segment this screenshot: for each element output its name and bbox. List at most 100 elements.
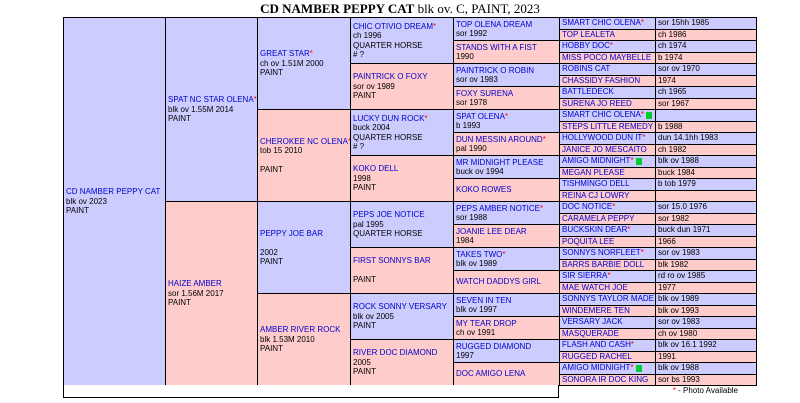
horse-details: PAINT xyxy=(353,91,376,101)
horse-name-link[interactable]: BATTLEDECK xyxy=(562,87,614,97)
horse-name-link[interactable]: ROCK SONNY VERSARY xyxy=(353,302,447,312)
horse-name-link[interactable]: FIRST SONNYS BAR xyxy=(353,256,431,266)
pedigree-node: WATCH DADDYS GIRL xyxy=(453,270,559,293)
horse-name-link[interactable]: MASQUERADE xyxy=(562,328,619,338)
horse-name-link[interactable]: FLASH AND CASH* xyxy=(562,340,635,350)
horse-name-link[interactable]: SPAT NC STAR OLENA* xyxy=(168,95,257,105)
horse-name-link[interactable]: CHASSIDY FASHION xyxy=(562,75,641,85)
horse-name-link[interactable]: STANDS WITH A FIST xyxy=(456,42,537,52)
horse-name-link[interactable]: PAINTRICK O ROBIN xyxy=(456,65,535,75)
horse-name-link[interactable]: SEVEN IN TEN xyxy=(456,295,512,305)
horse-name-link[interactable]: RUGGED DIAMOND xyxy=(456,341,532,351)
horse-name-link[interactable]: HOBBY DOC* xyxy=(562,41,613,51)
pedigree-node: DOC NOTICE* xyxy=(559,201,655,213)
pedigree-node: STEPS LITTLE REMEDY xyxy=(559,120,655,132)
horse-name-link[interactable]: CHEROKEE NC OLENA* xyxy=(260,137,350,147)
horse-details: PAINT xyxy=(353,183,376,193)
horse-name-link[interactable]: JANICE JO MESCAITO xyxy=(562,144,647,154)
pedigree-node: RUGGED RACHEL xyxy=(559,350,655,362)
horse-details: 2002 xyxy=(260,247,278,257)
horse-name-link[interactable]: STEPS LITTLE REMEDY xyxy=(562,121,654,131)
page-title: CD NAMBER PEPPY CAT blk ov. C, PAINT, 20… xyxy=(0,1,800,17)
pedigree-node: FOXY SURENA sor 1978 xyxy=(453,86,559,109)
horse-name-link[interactable]: WATCH DADDYS GIRL xyxy=(456,277,541,287)
horse-name-link[interactable]: BARRS BARBIE DOLL xyxy=(562,259,645,269)
horse-name-link[interactable]: SIR SIERRA* xyxy=(562,271,611,281)
horse-details: sor 15hh 1985 xyxy=(658,18,710,28)
horse-name-link[interactable]: MY TEAR DROP xyxy=(456,318,517,328)
horse-name-link[interactable]: WINDEMERE TEN xyxy=(562,305,630,315)
horse-name-link[interactable]: SONNYS NORFLEET* xyxy=(562,248,644,258)
horse-name-link[interactable]: MISS POCO MAYBELLE xyxy=(562,52,652,62)
horse-details: # ? xyxy=(353,50,365,59)
horse-name-link[interactable]: SONORA IR DOC KING xyxy=(562,374,649,384)
horse-details: QUARTER HORSE xyxy=(353,229,423,239)
horse-name-link[interactable]: LUCKY DUN ROCK* xyxy=(353,113,428,123)
horse-name-link[interactable]: PEPS JOE NOTICE xyxy=(353,210,425,220)
pedigree-node: AMIGO MIDNIGHT* xyxy=(559,155,655,167)
horse-name-link[interactable]: TISHMINGO DELL xyxy=(562,179,630,189)
horse-name-link[interactable]: GREAT STAR* xyxy=(260,49,313,59)
horse-name-link[interactable]: KOKO ROWES xyxy=(456,185,512,195)
horse-name-link[interactable]: AMIGO MIDNIGHT* xyxy=(562,156,642,166)
horse-details: 1984 xyxy=(456,236,474,245)
duplicate-marker-icon xyxy=(635,157,642,165)
horse-name-link[interactable]: VERSARY JACK xyxy=(562,317,623,327)
horse-name-link[interactable]: TOP OLENA DREAM xyxy=(456,19,533,29)
horse-details: 1991 xyxy=(658,351,676,361)
horse-name-link[interactable]: AMIGO MIDNIGHT* xyxy=(562,363,642,373)
horse-name-link[interactable]: PEPPY JOE BAR xyxy=(260,228,323,238)
horse-name-link[interactable]: CD NAMBER PEPPY CAT xyxy=(66,187,161,197)
horse-name-link[interactable]: HOLLYWOOD DUN IT* xyxy=(562,133,646,143)
photo-available-star-icon: * xyxy=(630,340,635,350)
horse-name-link[interactable]: REINA CJ LOWRY xyxy=(562,190,630,200)
horse-name-link[interactable]: BUCKSKIN DEAR* xyxy=(562,225,631,235)
horse-details: blk ov 2005 xyxy=(353,311,394,321)
horse-name-link[interactable]: TOP LEALETA xyxy=(562,29,615,39)
pedigree-node-details: 1977 xyxy=(655,281,756,293)
horse-name-link[interactable]: DOC NOTICE* xyxy=(562,202,616,212)
horse-name-link[interactable]: DOC AMIGO LENA xyxy=(456,369,526,379)
horse-name-link[interactable]: SMART CHIC OLENA* xyxy=(562,110,652,120)
horse-name-link[interactable]: MR MIDNIGHT PLEASE xyxy=(456,157,544,167)
horse-name-link[interactable]: KOKO DELL xyxy=(353,164,399,174)
horse-name-link[interactable]: POQUITA LEE xyxy=(562,236,615,246)
horse-details: ch ov 1.51M 2000 xyxy=(260,58,324,68)
horse-name-link[interactable]: RIVER DOC DIAMOND xyxy=(353,348,438,358)
horse-name-link[interactable]: SONNYS TAYLOR MADE xyxy=(562,294,655,304)
horse-details: b 1993 xyxy=(456,121,481,130)
photo-available-star-icon: * xyxy=(640,248,644,258)
horse-name-link[interactable]: PEPS AMBER NOTICE* xyxy=(456,203,544,213)
horse-name-link[interactable]: SPAT OLENA* xyxy=(456,111,509,121)
photo-available-star-icon: * xyxy=(504,111,509,121)
pedigree-node: LUCKY DUN ROCK* buck 2004 QUARTER HORSE # ? xyxy=(350,109,453,155)
horse-name-link[interactable]: CHIC OTIVIO DREAM* xyxy=(353,21,437,31)
horse-name-link[interactable]: DUN MESSIN AROUND* xyxy=(456,134,546,144)
pedigree-node: WINDEMERE TEN xyxy=(559,304,655,316)
photo-available-star-icon: * xyxy=(433,21,437,31)
horse-name-link[interactable]: MEGAN PLEASE xyxy=(562,167,625,177)
pedigree-node: DOC AMIGO LENA xyxy=(453,362,559,385)
horse-name-link[interactable]: AMBER RIVER ROCK xyxy=(260,325,341,335)
horse-details: 1966 xyxy=(658,236,676,246)
horse-name-link[interactable]: PAINTRICK O FOXY xyxy=(353,72,428,82)
horse-details: ch 1982 xyxy=(658,144,687,154)
horse-name-link[interactable]: ROBINS CAT xyxy=(562,64,611,74)
horse-details: buck dun 1971 xyxy=(658,225,711,235)
horse-name-link[interactable]: SURENA JO REED xyxy=(562,98,632,108)
horse-name-link[interactable]: TAKES TWO* xyxy=(456,249,506,259)
horse-name-link[interactable]: HAIZE AMBER xyxy=(168,279,222,289)
horse-name-link[interactable]: JOANIE LEE DEAR xyxy=(456,226,527,236)
pedigree-node: BATTLEDECK xyxy=(559,86,655,98)
photo-available-label: - Photo Available xyxy=(675,386,738,395)
horse-name-link[interactable]: FOXY SURENA xyxy=(456,88,514,98)
horse-details: blk ov 1989 xyxy=(658,294,699,304)
horse-name-link[interactable]: CARAMELA PEPPY xyxy=(562,213,635,223)
pedigree-node-details: blk 1982 xyxy=(655,258,756,270)
horse-name-link[interactable]: RUGGED RACHEL xyxy=(562,351,632,361)
pedigree-node-details: sor 1967 xyxy=(655,97,756,109)
horse-name-link[interactable]: MAE WATCH JOE xyxy=(562,282,628,292)
horse-name-link[interactable]: SMART CHIC OLENA* xyxy=(562,18,644,28)
pedigree-node: CD NAMBER PEPPY CAT blk ov 2023 PAINT xyxy=(63,17,165,385)
